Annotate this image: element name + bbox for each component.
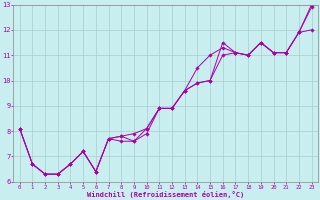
X-axis label: Windchill (Refroidissement éolien,°C): Windchill (Refroidissement éolien,°C): [87, 191, 244, 198]
